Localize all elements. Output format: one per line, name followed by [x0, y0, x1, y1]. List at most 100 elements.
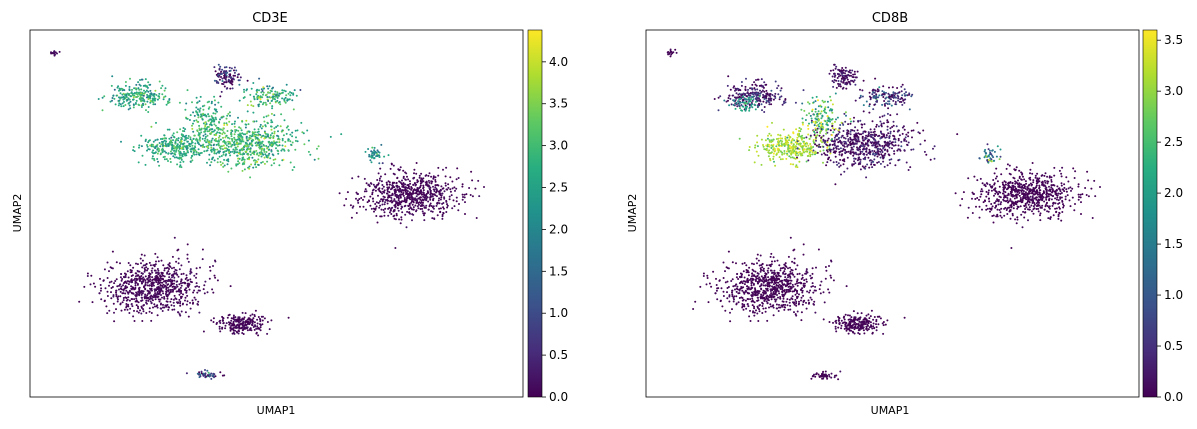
scatter-point: [136, 283, 139, 286]
scatter-point: [247, 145, 249, 148]
scatter-point: [238, 149, 241, 152]
scatter-point: [173, 236, 176, 239]
scatter-point: [832, 69, 835, 72]
scatter-point: [886, 125, 889, 128]
scatter-point: [150, 125, 153, 128]
scatter-point: [187, 284, 190, 287]
scatter-point: [197, 289, 200, 292]
scatter-point: [202, 288, 205, 291]
scatter-point: [390, 194, 393, 197]
scatter-point: [429, 195, 432, 198]
scatter-point: [252, 120, 255, 123]
scatter-point: [197, 152, 200, 154]
scatter-point: [218, 78, 221, 81]
scatter-point: [199, 375, 202, 378]
scatter-point: [446, 188, 449, 191]
scatter-point: [157, 279, 160, 282]
scatter-point: [809, 153, 812, 156]
scatter-point: [849, 83, 852, 86]
scatter-point: [165, 281, 168, 284]
scatter-point: [179, 300, 182, 303]
scatter-point: [166, 271, 169, 274]
scatter-point: [802, 89, 805, 92]
scatter-point: [239, 153, 242, 156]
scatter-point: [145, 262, 148, 265]
scatter-point: [760, 78, 763, 81]
scatter-point: [897, 137, 900, 140]
scatter-point: [182, 146, 184, 148]
scatter-point: [229, 154, 232, 157]
scatter-point: [200, 370, 203, 373]
scatter-point: [212, 144, 215, 147]
scatter-point: [135, 272, 138, 275]
scatter-point: [881, 115, 884, 118]
scatter-point: [363, 195, 366, 198]
scatter-point: [777, 84, 780, 87]
scatter-point: [903, 88, 906, 91]
scatter-point: [932, 147, 934, 150]
scatter-point: [248, 318, 250, 321]
scatter-point: [871, 93, 874, 96]
scatter-point: [212, 265, 214, 267]
scatter-point: [144, 163, 147, 166]
scatter-point: [254, 163, 257, 166]
scatter-point: [248, 136, 251, 139]
scatter-point: [776, 147, 779, 150]
scatter-point: [133, 87, 136, 90]
scatter-point: [264, 131, 266, 134]
scatter-point: [763, 111, 766, 113]
scatter-point: [228, 75, 231, 78]
scatter-point: [883, 154, 886, 157]
scatter-point: [784, 101, 787, 104]
scatter-point: [149, 264, 152, 267]
scatter-point: [229, 76, 232, 79]
scatter-point: [821, 128, 824, 131]
scatter-point: [393, 217, 396, 220]
scatter-point: [860, 133, 863, 136]
scatter-point: [805, 114, 808, 117]
scatter-point: [142, 304, 145, 307]
scatter-point: [168, 101, 171, 104]
scatter-point: [766, 145, 769, 148]
scatter-point: [822, 134, 825, 137]
scatter-point: [178, 268, 181, 271]
scatter-point: [896, 92, 899, 95]
scatter-point: [377, 172, 380, 175]
scatter-point: [257, 164, 260, 166]
scatter-point: [241, 132, 244, 135]
scatter-point: [814, 100, 817, 103]
scatter-point: [729, 88, 732, 91]
scatter-point: [147, 98, 150, 100]
scatter-point: [209, 164, 212, 167]
scatter-point: [121, 88, 124, 90]
scatter-point: [853, 79, 856, 82]
scatter-point: [834, 155, 837, 158]
scatter-point: [414, 199, 417, 202]
scatter-point: [246, 321, 249, 324]
scatter-point: [735, 92, 738, 95]
scatter-point: [158, 92, 161, 95]
scatter-point: [199, 107, 202, 110]
scatter-point: [772, 155, 775, 158]
scatter-point: [377, 194, 379, 197]
scatter-point: [292, 92, 295, 95]
scatter-point: [417, 207, 420, 210]
scatter-point: [396, 186, 399, 189]
scatter-point: [277, 135, 280, 138]
scatter-point: [386, 202, 389, 205]
scatter-point: [144, 284, 147, 287]
scatter-point: [360, 197, 363, 199]
scatter-point: [173, 266, 175, 269]
scatter-point: [238, 138, 241, 141]
scatter-point: [371, 191, 374, 194]
scatter-point: [396, 207, 399, 210]
scatter-point: [118, 102, 121, 105]
scatter-point: [380, 215, 383, 218]
scatter-point: [452, 199, 455, 202]
scatter-point: [110, 280, 113, 283]
scatter-point: [404, 186, 407, 189]
scatter-point: [393, 199, 395, 202]
scatter-point: [820, 121, 823, 124]
scatter-point: [124, 292, 127, 295]
scatter-point: [172, 147, 175, 150]
